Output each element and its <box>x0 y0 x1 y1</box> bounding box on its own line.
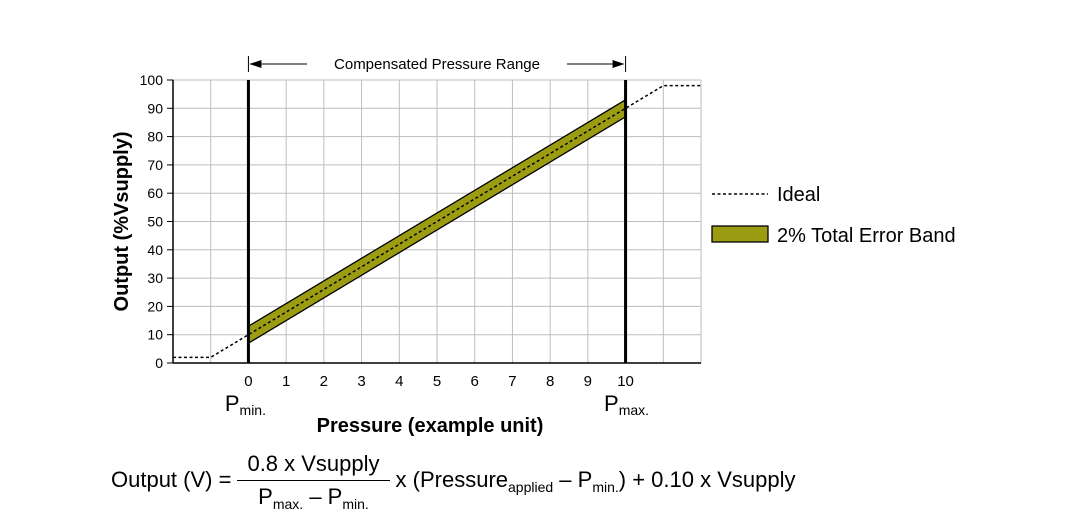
y-axis-title: Output (%Vsupply) <box>111 132 133 312</box>
legend-band-label: 2% Total Error Band <box>777 225 956 247</box>
y-tick-label: 20 <box>147 298 163 314</box>
den-p2-sub: min. <box>342 495 369 512</box>
formula-denominator: Pmax. – Pmin. <box>248 481 379 512</box>
x-tick-label: 5 <box>433 373 441 390</box>
range-arrowhead-left <box>249 60 262 68</box>
y-tick-label: 50 <box>147 214 163 230</box>
y-tick-label: 10 <box>147 327 163 343</box>
y-tick-label: 90 <box>147 100 163 116</box>
rhs-end: ) + 0.10 x Vsupply <box>618 467 796 492</box>
range-arrowhead-right <box>612 60 625 68</box>
rhs-sub-min: min. <box>592 479 619 495</box>
x-tick-label: 10 <box>617 373 634 390</box>
y-tick-label: 0 <box>155 355 163 371</box>
rhs-mid: – P <box>553 467 593 492</box>
y-tick-label: 60 <box>147 185 163 201</box>
den-minus: – P <box>303 483 343 509</box>
x-axis-title: Pressure (example unit) <box>317 415 544 437</box>
axes <box>167 79 701 364</box>
rhs-start: x (Pressure <box>395 467 509 492</box>
formula-lhs: Output (V) = <box>111 467 232 492</box>
formula-rhs: x (Pressureapplied – Pmin.) + 0.10 x Vsu… <box>395 467 796 495</box>
x-tick-label: 7 <box>508 373 516 390</box>
y-tick-label: 100 <box>140 72 164 88</box>
x-tick-label: 6 <box>471 373 479 390</box>
x-tick-label: 1 <box>282 373 290 390</box>
den-p1-sub: max. <box>272 495 304 512</box>
x-tick-label: 4 <box>395 373 403 390</box>
den-p1: P <box>258 483 273 509</box>
y-tick-label: 40 <box>147 242 163 258</box>
rhs-sub-applied: applied <box>508 479 554 495</box>
x-tick-label: 3 <box>357 373 365 390</box>
x-tick-label: 9 <box>584 373 592 390</box>
formula-numerator: 0.8 x Vsupply <box>237 451 390 481</box>
pmin-label: Pmin. <box>225 391 266 418</box>
pmax-label: Pmax. <box>604 391 649 418</box>
formula-fraction: 0.8 x Vsupply Pmax. – Pmin. <box>237 451 390 512</box>
annotations: Pressure (example unit) Output (%Vsupply)… <box>111 56 649 437</box>
y-tick-label: 70 <box>147 157 163 173</box>
range-label: Compensated Pressure Range <box>334 56 540 73</box>
y-tick-label: 80 <box>147 129 163 145</box>
x-tick-label: 8 <box>546 373 554 390</box>
legend: Ideal 2% Total Error Band <box>711 184 956 247</box>
y-tick-label: 30 <box>147 270 163 286</box>
output-formula: Output (V) = 0.8 x Vsupply Pmax. – Pmin.… <box>111 450 796 512</box>
tick-labels: 0 10 20 30 40 50 60 70 80 90 100 0 1 2 3 4 5 6 7 8 9 10 <box>140 72 634 390</box>
x-tick-label: 2 <box>320 373 328 390</box>
legend-band-swatch <box>711 225 769 243</box>
legend-ideal-label: Ideal <box>777 184 820 206</box>
chart: 0 10 20 30 40 50 60 70 80 90 100 0 1 2 3 4 5 6 7 8 9 10 Press… <box>111 56 956 437</box>
x-tick-label: 0 <box>244 373 252 390</box>
